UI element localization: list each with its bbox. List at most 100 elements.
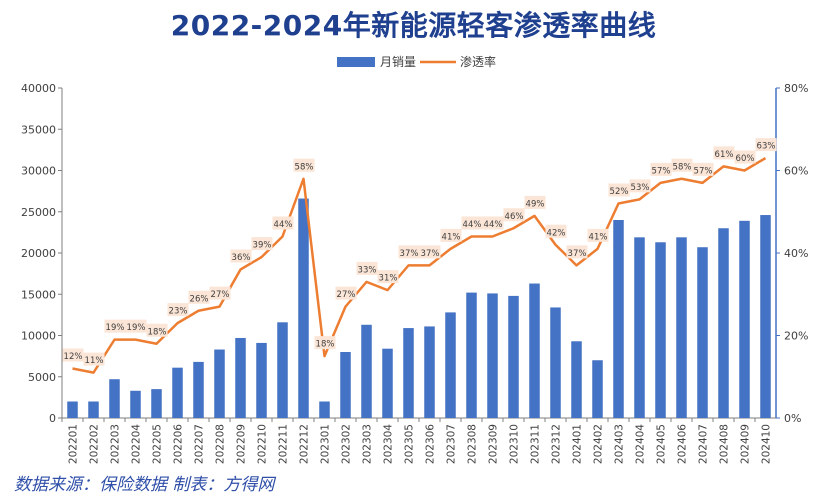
x-tick-label: 202309 <box>488 424 500 464</box>
data-label-bg <box>272 216 294 230</box>
data-label: 42% <box>547 228 566 238</box>
data-label-bg <box>629 179 651 193</box>
x-tick-label: 202209 <box>236 424 248 464</box>
bar <box>256 342 267 418</box>
bar <box>571 341 582 418</box>
x-tick-label: 202402 <box>593 424 605 464</box>
bar <box>424 326 435 418</box>
x-tick-label: 202206 <box>173 424 185 464</box>
legend-line-label: 渗透率 <box>460 54 496 69</box>
data-label: 23% <box>169 307 188 317</box>
data-label: 41% <box>589 232 608 242</box>
data-label: 44% <box>274 220 293 230</box>
x-tick-label: 202207 <box>194 424 206 464</box>
data-label-bg <box>167 303 189 317</box>
data-label-bg <box>503 208 525 222</box>
bar <box>592 360 603 418</box>
y-tick-label: 15000 <box>21 288 56 301</box>
y2-tick-label: 0% <box>784 412 801 425</box>
x-tick-label: 202303 <box>362 424 374 464</box>
data-label: 58% <box>295 162 314 172</box>
data-label-bg <box>608 183 630 197</box>
bar <box>403 328 414 418</box>
data-label-bg <box>356 261 378 275</box>
data-label-bg <box>293 158 315 172</box>
bar <box>277 322 288 418</box>
data-label: 60% <box>736 154 755 164</box>
data-label: 37% <box>421 249 440 259</box>
y-tick-label: 20000 <box>21 247 56 260</box>
x-tick-label: 202404 <box>635 424 647 464</box>
bar <box>466 292 477 418</box>
x-tick-label: 202204 <box>131 424 143 464</box>
bar <box>613 220 624 418</box>
bar <box>172 367 183 418</box>
x-tick-label: 202403 <box>614 424 626 464</box>
data-label-bg <box>398 245 420 259</box>
bar <box>67 401 78 418</box>
bar <box>718 228 729 418</box>
data-label-bg <box>713 146 735 160</box>
data-label: 18% <box>148 327 167 337</box>
data-label: 11% <box>85 356 104 366</box>
data-label-bg <box>440 228 462 242</box>
data-label-bg <box>566 245 588 259</box>
y-tick-label: 0 <box>49 412 56 425</box>
x-tick-label: 202405 <box>656 424 668 464</box>
data-label: 53% <box>631 183 650 193</box>
data-label: 44% <box>484 220 503 230</box>
y2-tick-label: 60% <box>784 165 808 178</box>
data-label: 27% <box>337 290 356 300</box>
y2-tick-label: 80% <box>784 82 808 95</box>
chart-title: 2022-2024年新能源轻客渗透率曲线 <box>170 9 657 42</box>
data-label-bg <box>251 237 273 251</box>
data-label-bg <box>671 158 693 172</box>
bar <box>508 295 519 418</box>
source-footnote: 数据来源：保险数据 制表：方得网 <box>14 475 275 495</box>
bar <box>550 307 561 418</box>
x-tick-label: 202312 <box>551 424 563 464</box>
bar <box>319 401 330 418</box>
data-label-bg <box>734 150 756 164</box>
data-label: 52% <box>610 187 629 197</box>
bar <box>760 215 771 418</box>
y2-tick-label: 40% <box>784 247 808 260</box>
x-tick-label: 202201 <box>68 424 80 464</box>
data-label: 33% <box>358 265 377 275</box>
data-label: 27% <box>211 290 230 300</box>
data-label-bg <box>524 195 546 209</box>
y-tick-label: 35000 <box>21 123 56 136</box>
data-label: 36% <box>232 253 251 263</box>
data-label-bg <box>755 138 777 152</box>
x-tick-label: 202408 <box>719 424 731 464</box>
data-label-bg <box>587 228 609 242</box>
bar <box>88 401 99 418</box>
data-label-bg <box>314 336 336 350</box>
data-label: 19% <box>127 323 146 333</box>
data-label: 57% <box>694 166 713 176</box>
data-label-bg <box>146 323 168 337</box>
data-label-bg <box>188 290 210 304</box>
x-tick-label: 202410 <box>761 424 773 464</box>
data-label: 37% <box>400 249 419 259</box>
bar <box>151 389 162 418</box>
data-label-bg <box>545 224 567 238</box>
data-label-bg <box>104 319 126 333</box>
x-tick-label: 202401 <box>572 424 584 464</box>
data-label-bg <box>461 216 483 230</box>
x-tick-label: 202409 <box>740 424 752 464</box>
data-label: 46% <box>505 212 524 222</box>
data-label-bg <box>335 286 357 300</box>
data-label-bg <box>230 249 252 263</box>
y-tick-label: 25000 <box>21 206 56 219</box>
data-label-bg <box>419 245 441 259</box>
bar <box>130 390 141 418</box>
x-tick-label: 202302 <box>341 424 353 464</box>
x-tick-label: 202310 <box>509 424 521 464</box>
x-tick-label: 202202 <box>89 424 101 464</box>
bar <box>382 348 393 418</box>
data-label-bg <box>125 319 147 333</box>
bar <box>214 349 225 418</box>
legend-bar-swatch <box>337 57 375 67</box>
